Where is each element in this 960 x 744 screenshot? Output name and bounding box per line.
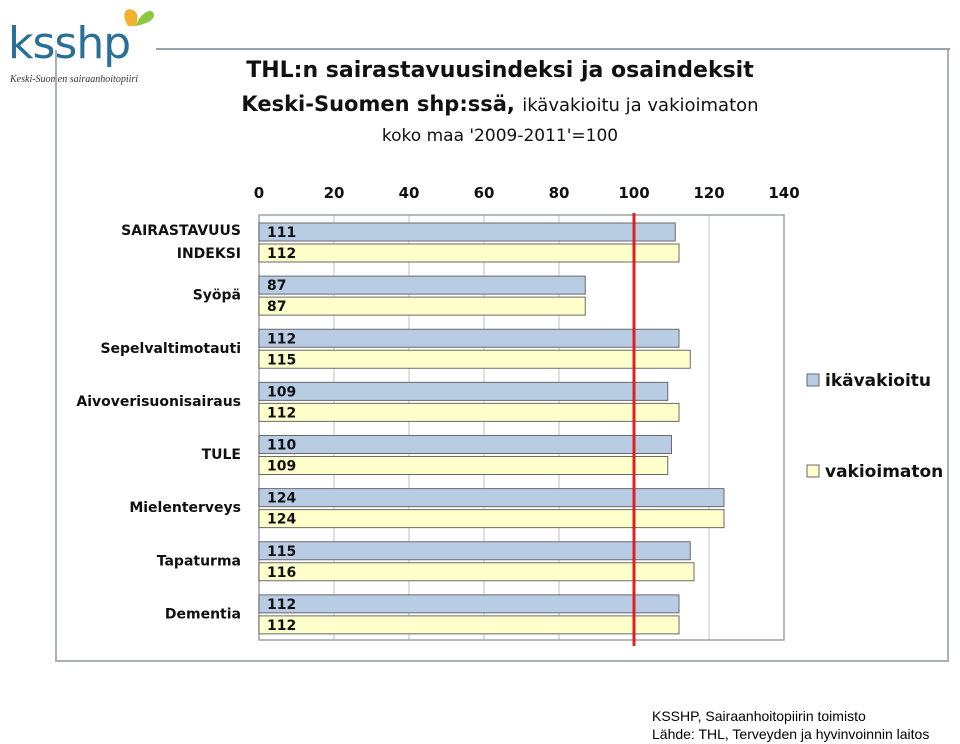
bar (258, 381, 669, 401)
value-label: 112 (267, 618, 296, 634)
x-axis-ticks: 0 20 40 60 80 100 120 140 (254, 184, 800, 202)
category-label: Aivoverisuonisairaus (76, 394, 241, 410)
bar (258, 488, 725, 508)
source-line-1: KSSHP, Sairaanhoitopiirin toimisto (652, 708, 866, 724)
value-label: 112 (267, 597, 296, 613)
bar (258, 562, 695, 582)
bar (258, 594, 680, 614)
tick-label: 100 (618, 184, 649, 202)
legend-label: vakioimaton (825, 462, 943, 482)
tick-label: 140 (768, 184, 799, 202)
legend: ikävakioitu vakioimaton (806, 371, 943, 482)
value-label: 109 (267, 384, 296, 400)
bar (258, 509, 725, 529)
bar (258, 328, 680, 348)
bar (258, 296, 586, 316)
bar (258, 456, 669, 475)
bar (258, 402, 680, 422)
bar (258, 435, 672, 454)
category-label: Tapaturma (157, 553, 241, 569)
tick-label: 80 (549, 184, 570, 202)
value-label: 112 (267, 246, 296, 262)
value-label: 110 (267, 438, 296, 454)
legend-swatch (806, 464, 820, 478)
source-line-2: Lähde: THL, Terveyden ja hyvinvoinnin la… (652, 726, 930, 742)
value-label: 124 (267, 512, 296, 528)
chart-frame (55, 50, 949, 662)
value-label: 115 (267, 352, 296, 368)
category-label: Mielenterveys (129, 500, 241, 516)
value-label: 87 (267, 299, 286, 315)
category-label: Dementia (165, 606, 241, 622)
tick-label: 0 (254, 184, 264, 202)
value-label: 124 (267, 491, 296, 507)
bar (258, 349, 691, 369)
bar (258, 541, 691, 561)
category-label: Sepelvaltimotauti (100, 341, 241, 357)
value-label: 115 (267, 544, 296, 560)
value-label: 112 (267, 405, 296, 421)
bar (258, 275, 586, 295)
category-label: Syöpä (193, 288, 241, 304)
bars: 111 112 87 87 112 115 109 112 110 109 124 124 115 116… (258, 222, 725, 635)
logo-subtitle: Keski-Suomen sairaanhoitopiiri (10, 74, 139, 85)
value-label: 111 (267, 225, 296, 241)
category-label: INDEKSI (177, 246, 241, 262)
bar (258, 222, 676, 242)
butterfly-icon (124, 9, 154, 26)
subtitle-bold: Keski-Suomen shp:ssä, (241, 92, 515, 116)
plot-area (258, 214, 785, 641)
tick-label: 120 (693, 184, 724, 202)
bar (258, 243, 680, 263)
category-label: TULE (202, 447, 241, 463)
chart-title: THL:n sairastavuusindeksi ja osaindeksit (246, 58, 754, 83)
tick-label: 40 (399, 184, 420, 202)
value-label: 112 (267, 331, 296, 347)
chart-subtitle: Keski-Suomen shp:ssä, ikävakioitu ja vak… (200, 92, 800, 116)
legend-swatch (806, 373, 820, 387)
category-label: SAIRASTAVUUS (121, 223, 241, 239)
tick-label: 60 (474, 184, 495, 202)
ksshp-logo: ksshp Keski-Suomen sairaanhoitopiiri (4, 2, 164, 90)
value-label: 87 (267, 278, 286, 294)
value-label: 116 (267, 565, 296, 581)
logo-wordmark: ksshp (8, 18, 131, 69)
bar (258, 615, 680, 635)
header-divider (156, 48, 950, 50)
subtitle-normal: ikävakioitu ja vakioimaton (522, 95, 759, 116)
category-labels: SAIRASTAVUUS INDEKSI Syöpä Sepelvaltimotaut… (76, 223, 241, 622)
tick-label: 20 (324, 184, 345, 202)
legend-label: ikävakioitu (825, 371, 931, 391)
value-label: 109 (267, 459, 296, 475)
chart-baseline-note: koko maa '2009-2011'=100 (381, 126, 619, 146)
